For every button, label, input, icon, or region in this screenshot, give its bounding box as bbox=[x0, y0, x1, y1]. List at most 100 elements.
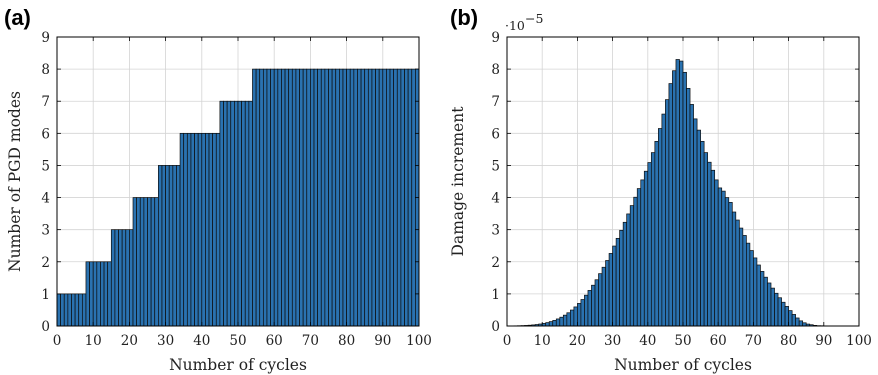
bar bbox=[360, 68, 366, 327]
bar bbox=[339, 68, 344, 327]
bar bbox=[288, 68, 293, 327]
bar bbox=[310, 68, 315, 327]
x-tick-label: 10 bbox=[85, 333, 102, 349]
y-tick-label: 8 bbox=[491, 62, 500, 78]
bar bbox=[186, 132, 192, 327]
bar bbox=[252, 68, 257, 327]
y-exponent: −5 bbox=[525, 11, 543, 26]
bar bbox=[78, 293, 83, 327]
bar bbox=[404, 68, 409, 327]
bar bbox=[559, 316, 564, 327]
bar bbox=[753, 257, 758, 327]
bar bbox=[125, 229, 130, 327]
bar bbox=[179, 132, 185, 327]
bar bbox=[150, 197, 156, 327]
bar bbox=[584, 294, 589, 327]
bar bbox=[223, 100, 228, 327]
bar bbox=[654, 141, 659, 327]
bar bbox=[626, 213, 631, 327]
x-tick-label: 40 bbox=[639, 333, 656, 349]
y-tick-label: 9 bbox=[41, 30, 50, 46]
bar bbox=[237, 100, 242, 327]
bar bbox=[619, 229, 624, 327]
x-tick-label: 80 bbox=[780, 333, 797, 349]
bar bbox=[147, 197, 152, 327]
bar bbox=[700, 141, 705, 327]
y-tick-label: 1 bbox=[491, 287, 500, 303]
bar bbox=[241, 100, 246, 327]
x-tick-label: 20 bbox=[569, 333, 586, 349]
bar bbox=[587, 290, 592, 327]
bar bbox=[353, 68, 358, 327]
bar bbox=[346, 68, 351, 327]
bar bbox=[411, 68, 416, 327]
bar bbox=[749, 250, 754, 327]
bar bbox=[255, 68, 261, 327]
y-tick-label: 1 bbox=[41, 287, 50, 303]
bar bbox=[601, 266, 606, 327]
bar bbox=[63, 293, 69, 327]
bar bbox=[89, 261, 94, 327]
bar bbox=[714, 179, 719, 327]
bar bbox=[67, 293, 72, 327]
bar bbox=[71, 293, 76, 327]
bar bbox=[562, 314, 568, 327]
x-tick-label: 50 bbox=[674, 333, 691, 349]
bar bbox=[665, 99, 670, 327]
bar bbox=[143, 197, 148, 327]
bar bbox=[244, 100, 250, 327]
x-tick-label: 30 bbox=[157, 333, 174, 349]
bar bbox=[234, 100, 239, 327]
bar bbox=[367, 68, 373, 327]
bar bbox=[161, 165, 166, 327]
bar bbox=[262, 68, 268, 327]
bar bbox=[615, 237, 620, 327]
bar bbox=[735, 219, 740, 327]
bar bbox=[577, 303, 582, 327]
bar bbox=[201, 132, 206, 327]
bar bbox=[212, 132, 217, 327]
bar bbox=[580, 299, 585, 327]
x-tick-label: 40 bbox=[193, 333, 210, 349]
bar bbox=[696, 129, 701, 327]
bar bbox=[107, 261, 112, 327]
x-tick-label: 60 bbox=[710, 333, 727, 349]
bar bbox=[248, 100, 253, 327]
bar bbox=[400, 68, 405, 327]
x-axis-title: Number of cycles bbox=[169, 356, 307, 374]
bar bbox=[738, 227, 744, 327]
bar bbox=[328, 68, 333, 327]
bar bbox=[622, 221, 628, 327]
bar bbox=[756, 264, 761, 327]
x-tick-label: 80 bbox=[338, 333, 355, 349]
bar bbox=[324, 68, 329, 327]
x-tick-label: 60 bbox=[266, 333, 283, 349]
bar bbox=[386, 68, 391, 327]
bar bbox=[136, 197, 141, 327]
y-tick-label: 3 bbox=[41, 223, 50, 239]
bar bbox=[371, 68, 376, 327]
bar bbox=[636, 188, 642, 327]
bar bbox=[791, 314, 796, 327]
bar bbox=[570, 309, 575, 327]
bar bbox=[795, 317, 800, 327]
bar bbox=[731, 211, 737, 327]
bar bbox=[284, 68, 290, 327]
bar bbox=[717, 187, 723, 327]
bar bbox=[306, 68, 311, 327]
bar bbox=[798, 320, 804, 327]
y-tick-label: 9 bbox=[491, 30, 500, 46]
bar bbox=[266, 68, 271, 327]
y-tick-label: 5 bbox=[491, 158, 500, 174]
bar bbox=[770, 287, 775, 327]
bar bbox=[154, 197, 159, 327]
bar bbox=[633, 196, 638, 327]
y-axis-title: Number of PGD modes bbox=[6, 91, 24, 272]
bar bbox=[219, 100, 224, 327]
bar bbox=[110, 229, 116, 327]
bar bbox=[342, 68, 347, 327]
bar bbox=[74, 293, 80, 327]
bar bbox=[132, 197, 137, 327]
bar bbox=[172, 165, 177, 327]
